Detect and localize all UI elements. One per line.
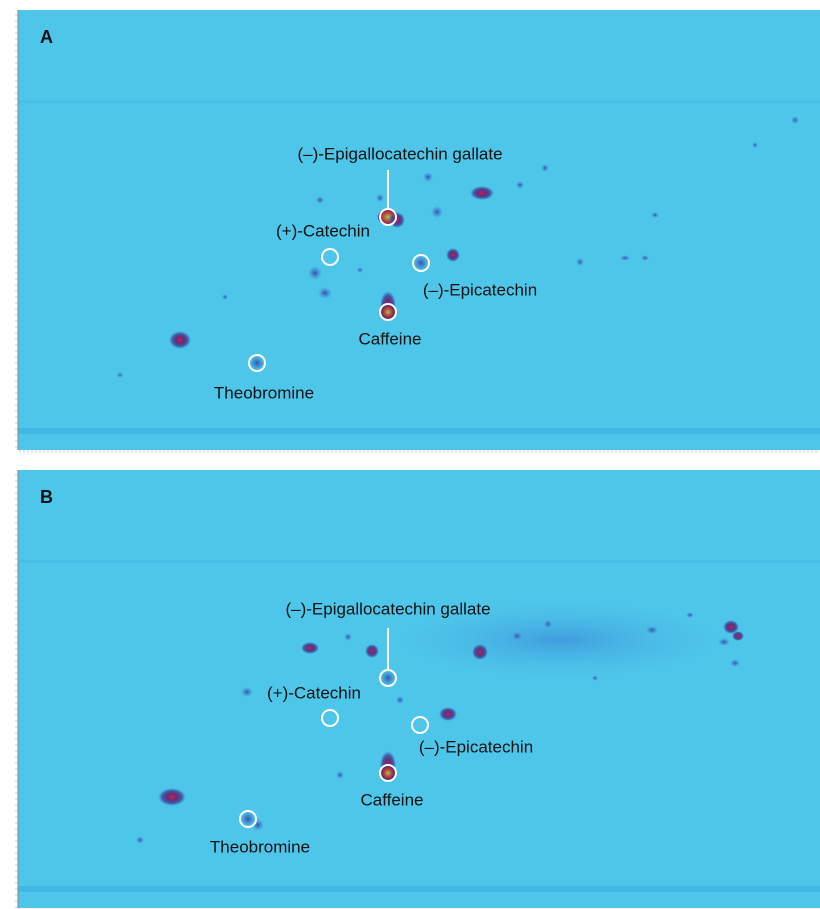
- peak: [381, 305, 395, 319]
- compound-marker: [412, 254, 430, 272]
- peak: [308, 266, 322, 280]
- compound-marker: [248, 354, 266, 372]
- panels: A (–)-Epigallocatechin gallate (+)-Catechi…: [15, 10, 820, 908]
- plot-background: [18, 10, 820, 450]
- peak: [576, 258, 584, 266]
- compound-marker: [379, 764, 397, 782]
- peak: [344, 633, 352, 641]
- peak: [376, 194, 384, 202]
- panel-label: B: [40, 487, 53, 507]
- compound-label: (–)-Epigallocatechin gallate: [285, 599, 490, 618]
- peak: [169, 331, 191, 349]
- compound-marker: [321, 709, 339, 727]
- peak: [241, 687, 253, 697]
- peak: [380, 670, 396, 686]
- peak: [249, 355, 265, 371]
- peak: [431, 206, 443, 218]
- compound-marker: [321, 248, 339, 266]
- peak: [357, 267, 363, 273]
- plot-background: [18, 470, 820, 908]
- peak: [423, 172, 433, 182]
- baseline-band: [18, 560, 820, 563]
- panel-label: A: [40, 27, 53, 47]
- baseline-band: [18, 886, 820, 892]
- peak: [544, 620, 552, 628]
- peak: [413, 255, 429, 271]
- peak: [446, 248, 460, 262]
- peak: [470, 186, 494, 200]
- compound-marker: [411, 716, 429, 734]
- peak: [541, 164, 549, 172]
- compound-marker: [239, 810, 257, 828]
- panel: B (–)-Epigallocatechin gallate (+)-Catechi…: [15, 470, 820, 908]
- peak: [732, 631, 744, 641]
- peak: [723, 620, 739, 634]
- peak: [752, 142, 758, 148]
- compound-label: Theobromine: [214, 383, 314, 402]
- compound-marker: [379, 208, 397, 226]
- peak: [686, 612, 694, 618]
- peak: [592, 675, 598, 681]
- peak: [365, 644, 379, 658]
- peak: [439, 707, 457, 721]
- peak: [641, 255, 649, 261]
- panel: A (–)-Epigallocatechin gallate (+)-Catechi…: [15, 10, 820, 453]
- compound-label: Theobromine: [210, 837, 310, 856]
- peak: [336, 771, 344, 779]
- peak: [791, 116, 799, 124]
- baseline-band: [18, 100, 820, 103]
- peak: [396, 696, 404, 704]
- peak: [389, 212, 405, 228]
- peak: [730, 659, 740, 667]
- peak: [158, 788, 186, 806]
- compound-label: (–)-Epigallocatechin gallate: [297, 144, 502, 163]
- compound-marker: [379, 303, 397, 321]
- compound-label: (–)-Epicatechin: [423, 280, 537, 299]
- peak: [646, 626, 658, 634]
- peak: [718, 638, 730, 646]
- peak: [512, 632, 522, 640]
- peak: [301, 642, 319, 654]
- peak: [316, 196, 324, 204]
- peak: [136, 836, 144, 844]
- peak: [620, 255, 630, 261]
- peak: [318, 287, 332, 299]
- peak: [381, 766, 395, 780]
- compound-label: Caffeine: [358, 329, 421, 348]
- compound-marker: [379, 669, 397, 687]
- baseline-band: [18, 428, 820, 434]
- peak: [516, 181, 524, 189]
- peak: [117, 372, 123, 378]
- compound-label: (+)-Catechin: [267, 683, 361, 702]
- peak: [240, 811, 256, 827]
- peak: [651, 212, 659, 218]
- peak: [370, 595, 750, 685]
- compound-label: (–)-Epicatechin: [419, 737, 533, 756]
- peak: [472, 644, 488, 660]
- compound-label: Caffeine: [360, 790, 423, 809]
- compound-label: (+)-Catechin: [276, 221, 370, 240]
- peak: [222, 294, 228, 300]
